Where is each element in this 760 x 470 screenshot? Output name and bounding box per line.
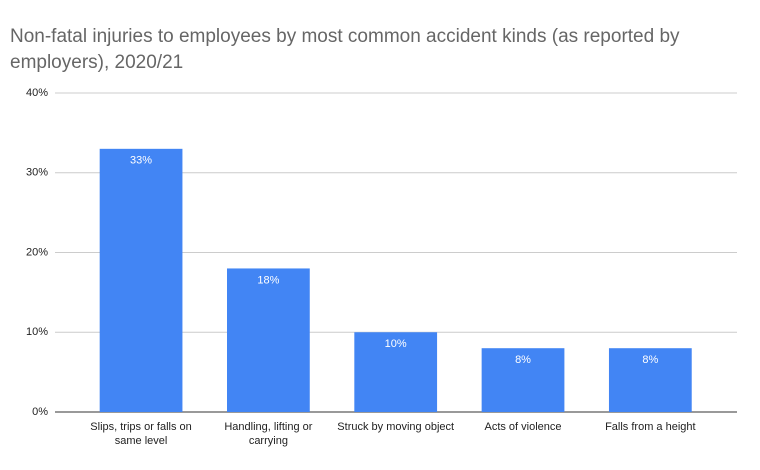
x-tick-label: Struck by moving object	[337, 421, 455, 433]
data-label: 8%	[642, 354, 658, 366]
x-tick-label: Acts of violence	[484, 421, 562, 433]
data-label: 10%	[385, 338, 407, 350]
bar	[227, 268, 310, 412]
data-label: 33%	[130, 155, 152, 167]
bar	[354, 332, 438, 412]
bar	[481, 348, 565, 412]
y-tick-label: 10%	[26, 326, 48, 338]
y-tick-label: 20%	[26, 246, 48, 258]
chart-title: Non-fatal injuries to employees by most …	[10, 26, 680, 73]
x-tick-label: Handling, lifting or carrying	[224, 421, 313, 447]
x-tick-label: Slips, trips or falls on same level	[90, 421, 192, 447]
x-tick-label: Falls from a height	[605, 421, 696, 433]
y-tick-label: 40%	[26, 87, 48, 99]
y-tick-label: 0%	[32, 406, 48, 418]
bar	[99, 148, 183, 412]
bar	[608, 348, 692, 412]
data-label: 8%	[515, 354, 531, 366]
data-label: 18%	[257, 274, 279, 286]
y-tick-label: 30%	[26, 167, 48, 179]
